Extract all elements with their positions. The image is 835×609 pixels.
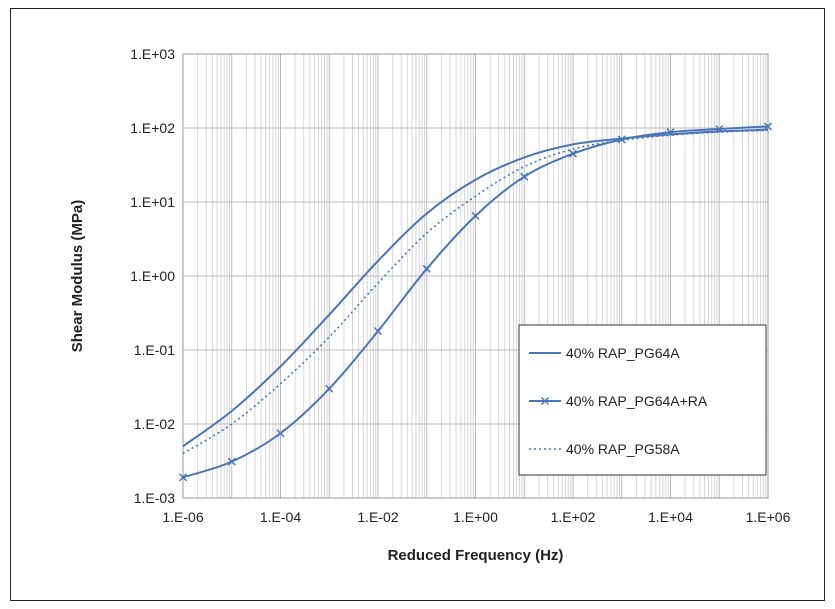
y-tick-label: 1.E-02 [134, 416, 175, 432]
y-tick-label: 1.E+00 [130, 268, 175, 284]
x-axis-title: Reduced Frequency (Hz) [388, 547, 564, 564]
series-line-1 [182, 128, 769, 448]
y-tick-label: 1.E-01 [134, 342, 175, 358]
x-tick-label: 1.E+00 [453, 509, 498, 525]
series-marker [763, 122, 773, 131]
y-axis-title: Shear Modulus (MPa) [69, 200, 86, 353]
plot-area-border [182, 53, 769, 499]
series-layer [178, 122, 773, 482]
x-tick-labels: 1.E-06 1.E-04 1.E-02 1.E+00 1.E+02 1.E+04 1.E+… [162, 509, 790, 525]
legend-item: 40% RAP_PG64A+RA [529, 393, 708, 409]
series-marker [373, 327, 383, 336]
series-marker [540, 396, 550, 406]
x-tick-label: 1.E-06 [162, 509, 203, 525]
series-marker [520, 172, 529, 181]
y-tick-label: 1.E+03 [130, 46, 175, 62]
y-tick-label: 1.E+02 [130, 120, 175, 136]
legend-label: 40% RAP_PG64A [566, 345, 680, 361]
series-marker [325, 384, 334, 393]
x-tick-label: 1.E-04 [260, 509, 301, 525]
legend-item: 40% RAP_PG64A [529, 345, 680, 361]
series-marker [617, 135, 626, 144]
x-tick-label: 1.E-02 [357, 509, 398, 525]
series-marker [471, 211, 480, 220]
x-tick-label: 1.E+04 [648, 509, 693, 525]
y-tick-label: 1.E+01 [130, 194, 175, 210]
legend-item: 40% RAP_PG58A [529, 441, 680, 457]
chart-frame [10, 8, 825, 601]
legend: 40% RAP_PG64A 40% RAP_PG64A+RA 40% RAP_PG5… [518, 324, 767, 476]
series-line-3 [182, 129, 769, 455]
series-marker [227, 457, 236, 466]
series-marker [178, 473, 188, 482]
series-marker [422, 264, 431, 273]
y-tick-label: 1.E-03 [134, 490, 175, 506]
legend-label: 40% RAP_PG64A+RA [566, 393, 708, 409]
x-tick-label: 1.E+02 [551, 509, 596, 525]
x-tick-label: 1.E+06 [746, 509, 791, 525]
y-tick-labels: 1.E-03 1.E-02 1.E-01 1.E+00 1.E+01 1.E+02 1.E+… [130, 46, 175, 506]
series-marker [276, 429, 285, 438]
legend-label: 40% RAP_PG58A [566, 441, 680, 457]
series-marker [568, 149, 578, 158]
